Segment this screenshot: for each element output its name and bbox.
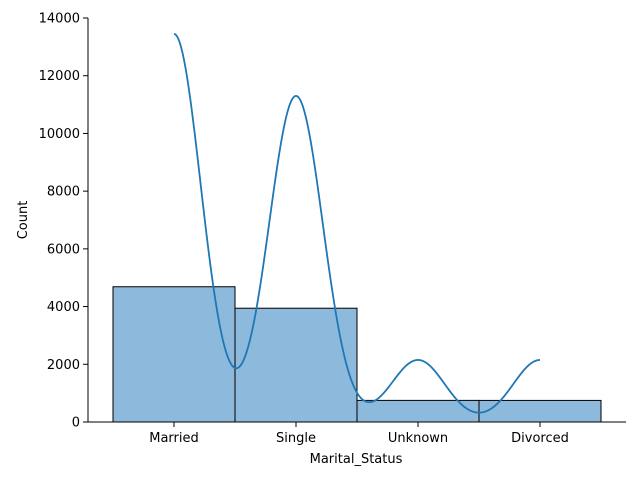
y-tick-label: 10000 <box>39 127 80 142</box>
y-tick-label: 6000 <box>47 242 80 257</box>
axes <box>87 18 626 423</box>
x-ticks: Married Single Unknown Divorced <box>149 422 569 446</box>
y-ticks: 0 2000 4000 6000 8000 10000 12000 14000 <box>39 12 88 431</box>
x-tick-label: Married <box>149 431 199 446</box>
y-tick-label: 12000 <box>39 69 80 84</box>
y-tick-label: 14000 <box>39 12 80 27</box>
bar-single <box>234 307 358 423</box>
y-tick-label: 0 <box>72 416 80 431</box>
y-tick-label: 8000 <box>47 185 80 200</box>
bar-group <box>112 286 602 423</box>
y-tick-label: 2000 <box>47 358 80 373</box>
x-axis-label: Marital_Status <box>310 452 403 467</box>
bar-married <box>112 286 236 423</box>
x-tick-label: Single <box>276 431 316 446</box>
x-tick-label: Divorced <box>511 431 569 446</box>
y-tick-label: 4000 <box>47 300 80 315</box>
y-axis-label: Count <box>16 201 31 240</box>
x-tick-label: Unknown <box>388 431 448 446</box>
kde-curve <box>173 33 541 414</box>
